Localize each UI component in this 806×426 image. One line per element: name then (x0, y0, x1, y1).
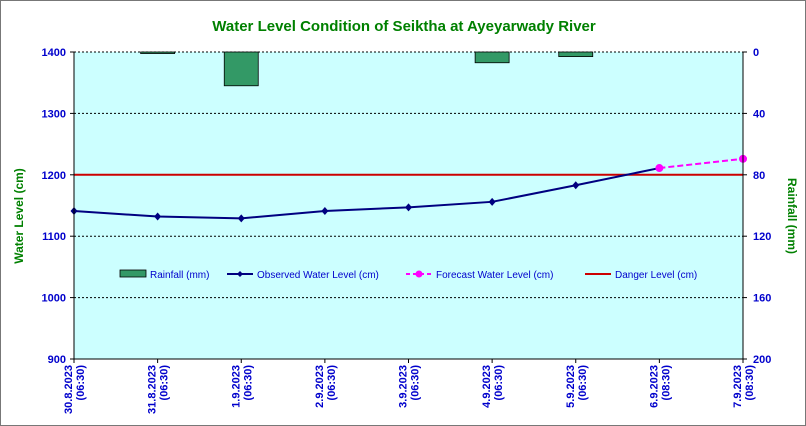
observed-point (154, 212, 162, 221)
observed-point (572, 181, 580, 190)
x-tick-time: (08:30) (744, 365, 756, 401)
x-tick-date: 1.9.2023 (230, 365, 242, 408)
legend-observed-label: Observed Water Level (cm) (257, 270, 379, 281)
x-tick-date: 31.8.2023 (147, 365, 159, 414)
x-tick-label: 31.8.2023(06:30) (147, 365, 171, 414)
rainfall-bar (140, 51, 176, 54)
legend-forecast-marker (415, 270, 423, 278)
x-tick-date: 2.9.2023 (314, 365, 326, 408)
x-tick-date: 7.9.2023 (732, 365, 744, 408)
x-tick-label: 30.8.2023(06:30) (63, 365, 87, 414)
x-tick-date: 4.9.2023 (481, 365, 493, 408)
legend-observed-marker (237, 271, 243, 277)
observed-water-level-line (73, 167, 660, 220)
x-tick-time: (08:30) (660, 365, 672, 401)
legend-rainfall-label: Rainfall (mm) (150, 270, 209, 281)
x-tick-label: 6.9.2023(08:30) (648, 365, 672, 408)
x-tick-label: 5.9.2023(06:30) (565, 365, 589, 408)
y2-tick-label: 160 (753, 293, 771, 305)
forecast-water-level-line (659, 157, 744, 170)
rainfall-bar (474, 51, 510, 64)
x-tick-time: (06:30) (159, 365, 171, 401)
x-tick-time: (06:30) (493, 365, 505, 401)
y-axis-label: Water Level (cm) (12, 168, 26, 264)
y2-tick-label: 0 (753, 47, 759, 59)
legend: Rainfall (mm) Observed Water Level (cm) Fo… (119, 269, 697, 281)
x-tick-label: 7.9.2023(08:30) (732, 365, 756, 408)
y2-tick-label: 200 (753, 354, 771, 366)
observed-point (488, 197, 496, 206)
forecast-point (655, 164, 664, 173)
rainfall-bar (558, 51, 594, 58)
y-tick-label: 1400 (42, 47, 66, 59)
x-tick-date: 6.9.2023 (648, 365, 660, 408)
observed-point (237, 214, 245, 223)
x-tick-time: (06:30) (242, 365, 254, 401)
x-tick-label: 4.9.2023(06:30) (481, 365, 505, 408)
x-tick-time: (06:30) (75, 365, 87, 401)
x-tick-label: 3.9.2023(06:30) (398, 365, 422, 408)
rainfall-bar (223, 51, 259, 87)
x-tick-date: 30.8.2023 (63, 365, 75, 414)
legend-rainfall-swatch (119, 269, 147, 278)
y-tick-label: 1200 (42, 170, 66, 182)
legend-danger-label: Danger Level (cm) (615, 270, 697, 281)
y2-tick-label: 80 (753, 170, 765, 182)
chart-title: Water Level Condition of Seiktha at Ayey… (212, 18, 596, 35)
x-tick-time: (06:30) (577, 365, 589, 401)
x-tick-label: 1.9.2023(06:30) (230, 365, 254, 408)
y2-tick-label: 40 (753, 108, 765, 120)
observed-point (405, 203, 412, 212)
y-tick-label: 1100 (42, 231, 66, 243)
y-tick-label: 900 (48, 354, 66, 366)
y2-tick-label: 120 (753, 231, 771, 243)
x-tick-date: 5.9.2023 (565, 365, 577, 408)
y-tick-label: 1000 (42, 293, 66, 305)
x-tick-time: (06:30) (326, 365, 338, 401)
x-tick-time: (06:30) (410, 365, 422, 401)
x-tick-date: 3.9.2023 (398, 365, 410, 408)
x-tick-label: 2.9.2023(06:30) (314, 365, 338, 408)
observed-point (321, 207, 329, 216)
legend-forecast-label: Forecast Water Level (cm) (436, 270, 553, 281)
y2-axis-label: Rainfall (mm) (785, 178, 799, 254)
y-tick-label: 1300 (42, 108, 66, 120)
